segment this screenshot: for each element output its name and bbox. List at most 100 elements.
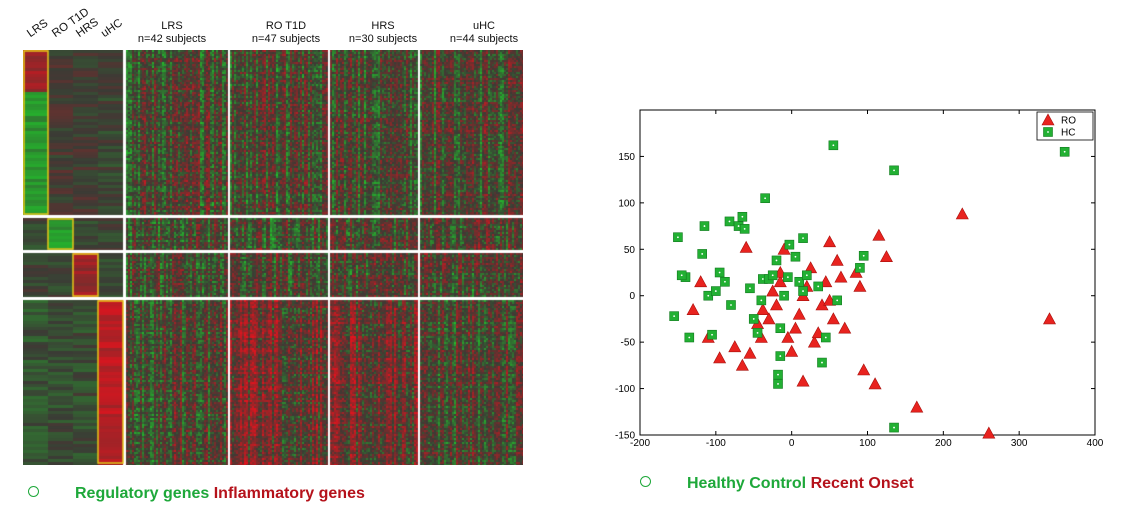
point-hc-dot	[821, 361, 823, 364]
point-hc-dot	[728, 220, 731, 223]
point-hc-dot	[779, 327, 782, 330]
point-hc-dot	[707, 294, 710, 297]
point-ro	[826, 312, 840, 325]
point-hc-dot	[677, 236, 679, 239]
y-tick-label: -100	[615, 384, 635, 395]
point-ro	[792, 307, 806, 320]
point-ro	[769, 298, 784, 311]
point-hc-dot	[711, 333, 713, 336]
point-ro	[857, 363, 871, 376]
point-ro	[796, 374, 810, 387]
point-ro	[735, 358, 749, 371]
point-hc-dot	[798, 280, 801, 283]
point-hc-dot	[775, 259, 778, 262]
point-hc-dot	[737, 225, 740, 227]
point-hc-dot	[743, 227, 746, 230]
point-hc-dot	[703, 225, 706, 227]
point-ro	[694, 275, 708, 288]
legend-marker-hc-dot	[1047, 131, 1049, 133]
heatmap-group-title-hrs: HRS n=30 subjects	[328, 20, 438, 46]
point-ro	[955, 207, 969, 220]
point-hc-dot	[701, 253, 704, 255]
point-hc-dot	[761, 278, 764, 280]
point-ro	[872, 228, 886, 241]
caption-inflammatory-genes: Inflammatory genes	[213, 485, 365, 502]
point-hc-dot	[893, 169, 895, 172]
legend-label-ro: RO	[1061, 116, 1076, 127]
point-hc-dot	[786, 276, 789, 279]
point-hc-dot	[741, 215, 744, 218]
x-tick-label: 300	[1011, 438, 1028, 449]
heatmap-group-title-uhc: uHC n=44 subjects	[429, 20, 539, 46]
point-ro	[982, 426, 996, 439]
point-hc-dot	[862, 254, 865, 257]
point-ro	[728, 340, 742, 353]
point-hc-dot	[817, 285, 820, 288]
right-caption: Healthy Control Recent Onset	[640, 475, 914, 493]
x-tick-label: 100	[859, 438, 876, 449]
heatmap-group-subtitle: n=30 subjects	[348, 33, 418, 45]
y-tick-label: 150	[618, 152, 635, 163]
point-hc-dot	[794, 255, 797, 258]
point-ro	[1042, 312, 1057, 325]
point-hc-dot	[824, 336, 827, 339]
point-hc-dot	[777, 383, 779, 385]
point-hc-dot	[1063, 150, 1066, 153]
point-ro	[838, 321, 852, 334]
x-tick-label: 0	[789, 438, 795, 449]
point-hc-dot	[752, 318, 755, 320]
point-ro	[785, 344, 799, 357]
x-tick-label: -200	[630, 438, 650, 449]
point-hc-dot	[832, 144, 835, 147]
bullet-icon	[28, 486, 39, 498]
point-ro	[756, 303, 770, 315]
point-ro	[788, 321, 802, 334]
point-hc-dot	[760, 299, 763, 302]
heatmap-group-subtitle: n=42 subjects	[137, 33, 207, 45]
heatmap-grid	[23, 50, 523, 465]
point-ro	[807, 335, 821, 348]
point-ro	[739, 240, 753, 253]
heatmap-group-subtitle: n=47 subjects	[251, 33, 321, 45]
point-hc-dot	[730, 304, 732, 306]
scatter-plot: -200 -100 0 100 200 300 400 -150 -100 -50 0 50 100 15…	[615, 109, 1104, 449]
plot-frame	[639, 109, 1096, 436]
point-hc-dot	[764, 197, 767, 200]
point-hc-dot	[893, 426, 895, 429]
x-tick-label: -100	[706, 438, 726, 449]
x-tick-label: 200	[935, 438, 952, 449]
point-hc-dot	[788, 243, 791, 246]
heatmap-group-name: uHC	[472, 20, 495, 32]
point-hc-dot	[783, 294, 785, 297]
heatmap-group-name: HRS	[371, 20, 395, 32]
heatmap-group-title-ro-t1d: RO T1D n=47 subjects	[231, 20, 341, 46]
heatmap-group-name: LRS	[161, 20, 183, 32]
point-ro	[834, 270, 848, 283]
point-hc-dot	[802, 290, 804, 292]
heatmap-group-title-lrs: LRS n=42 subjects	[117, 20, 227, 46]
left-caption: Regulatory genes Inflammatory genes	[28, 485, 365, 503]
point-ro	[879, 250, 893, 263]
point-hc-dot	[714, 290, 717, 292]
point-ro	[686, 303, 700, 315]
heatmap-panel: LRS RO T1D HRS uHC LRS n=42 subjects RO …	[20, 0, 525, 470]
point-hc-dot	[718, 271, 721, 274]
point-hc-dot	[680, 274, 683, 277]
y-tick-label: 50	[624, 245, 636, 256]
point-ro	[743, 346, 757, 359]
legend-marker-ro	[1041, 113, 1055, 126]
point-ro	[823, 235, 837, 248]
point-hc-dot	[836, 299, 839, 302]
point-hc-dot	[859, 266, 861, 269]
caption-healthy-control: Healthy Control	[687, 475, 807, 492]
point-hc-dot	[749, 287, 751, 290]
point-hc-dot	[724, 280, 726, 283]
point-ro	[910, 400, 924, 413]
point-hc-dot	[673, 315, 676, 318]
heatmap-col-label-lrs: LRS	[25, 17, 51, 40]
bullet-icon	[640, 476, 651, 488]
point-hc-dot	[805, 274, 808, 277]
heatmap-group-subtitle: n=44 subjects	[449, 33, 519, 45]
caption-regulatory-genes: Regulatory genes	[75, 485, 210, 502]
point-hc-dot	[802, 237, 804, 240]
